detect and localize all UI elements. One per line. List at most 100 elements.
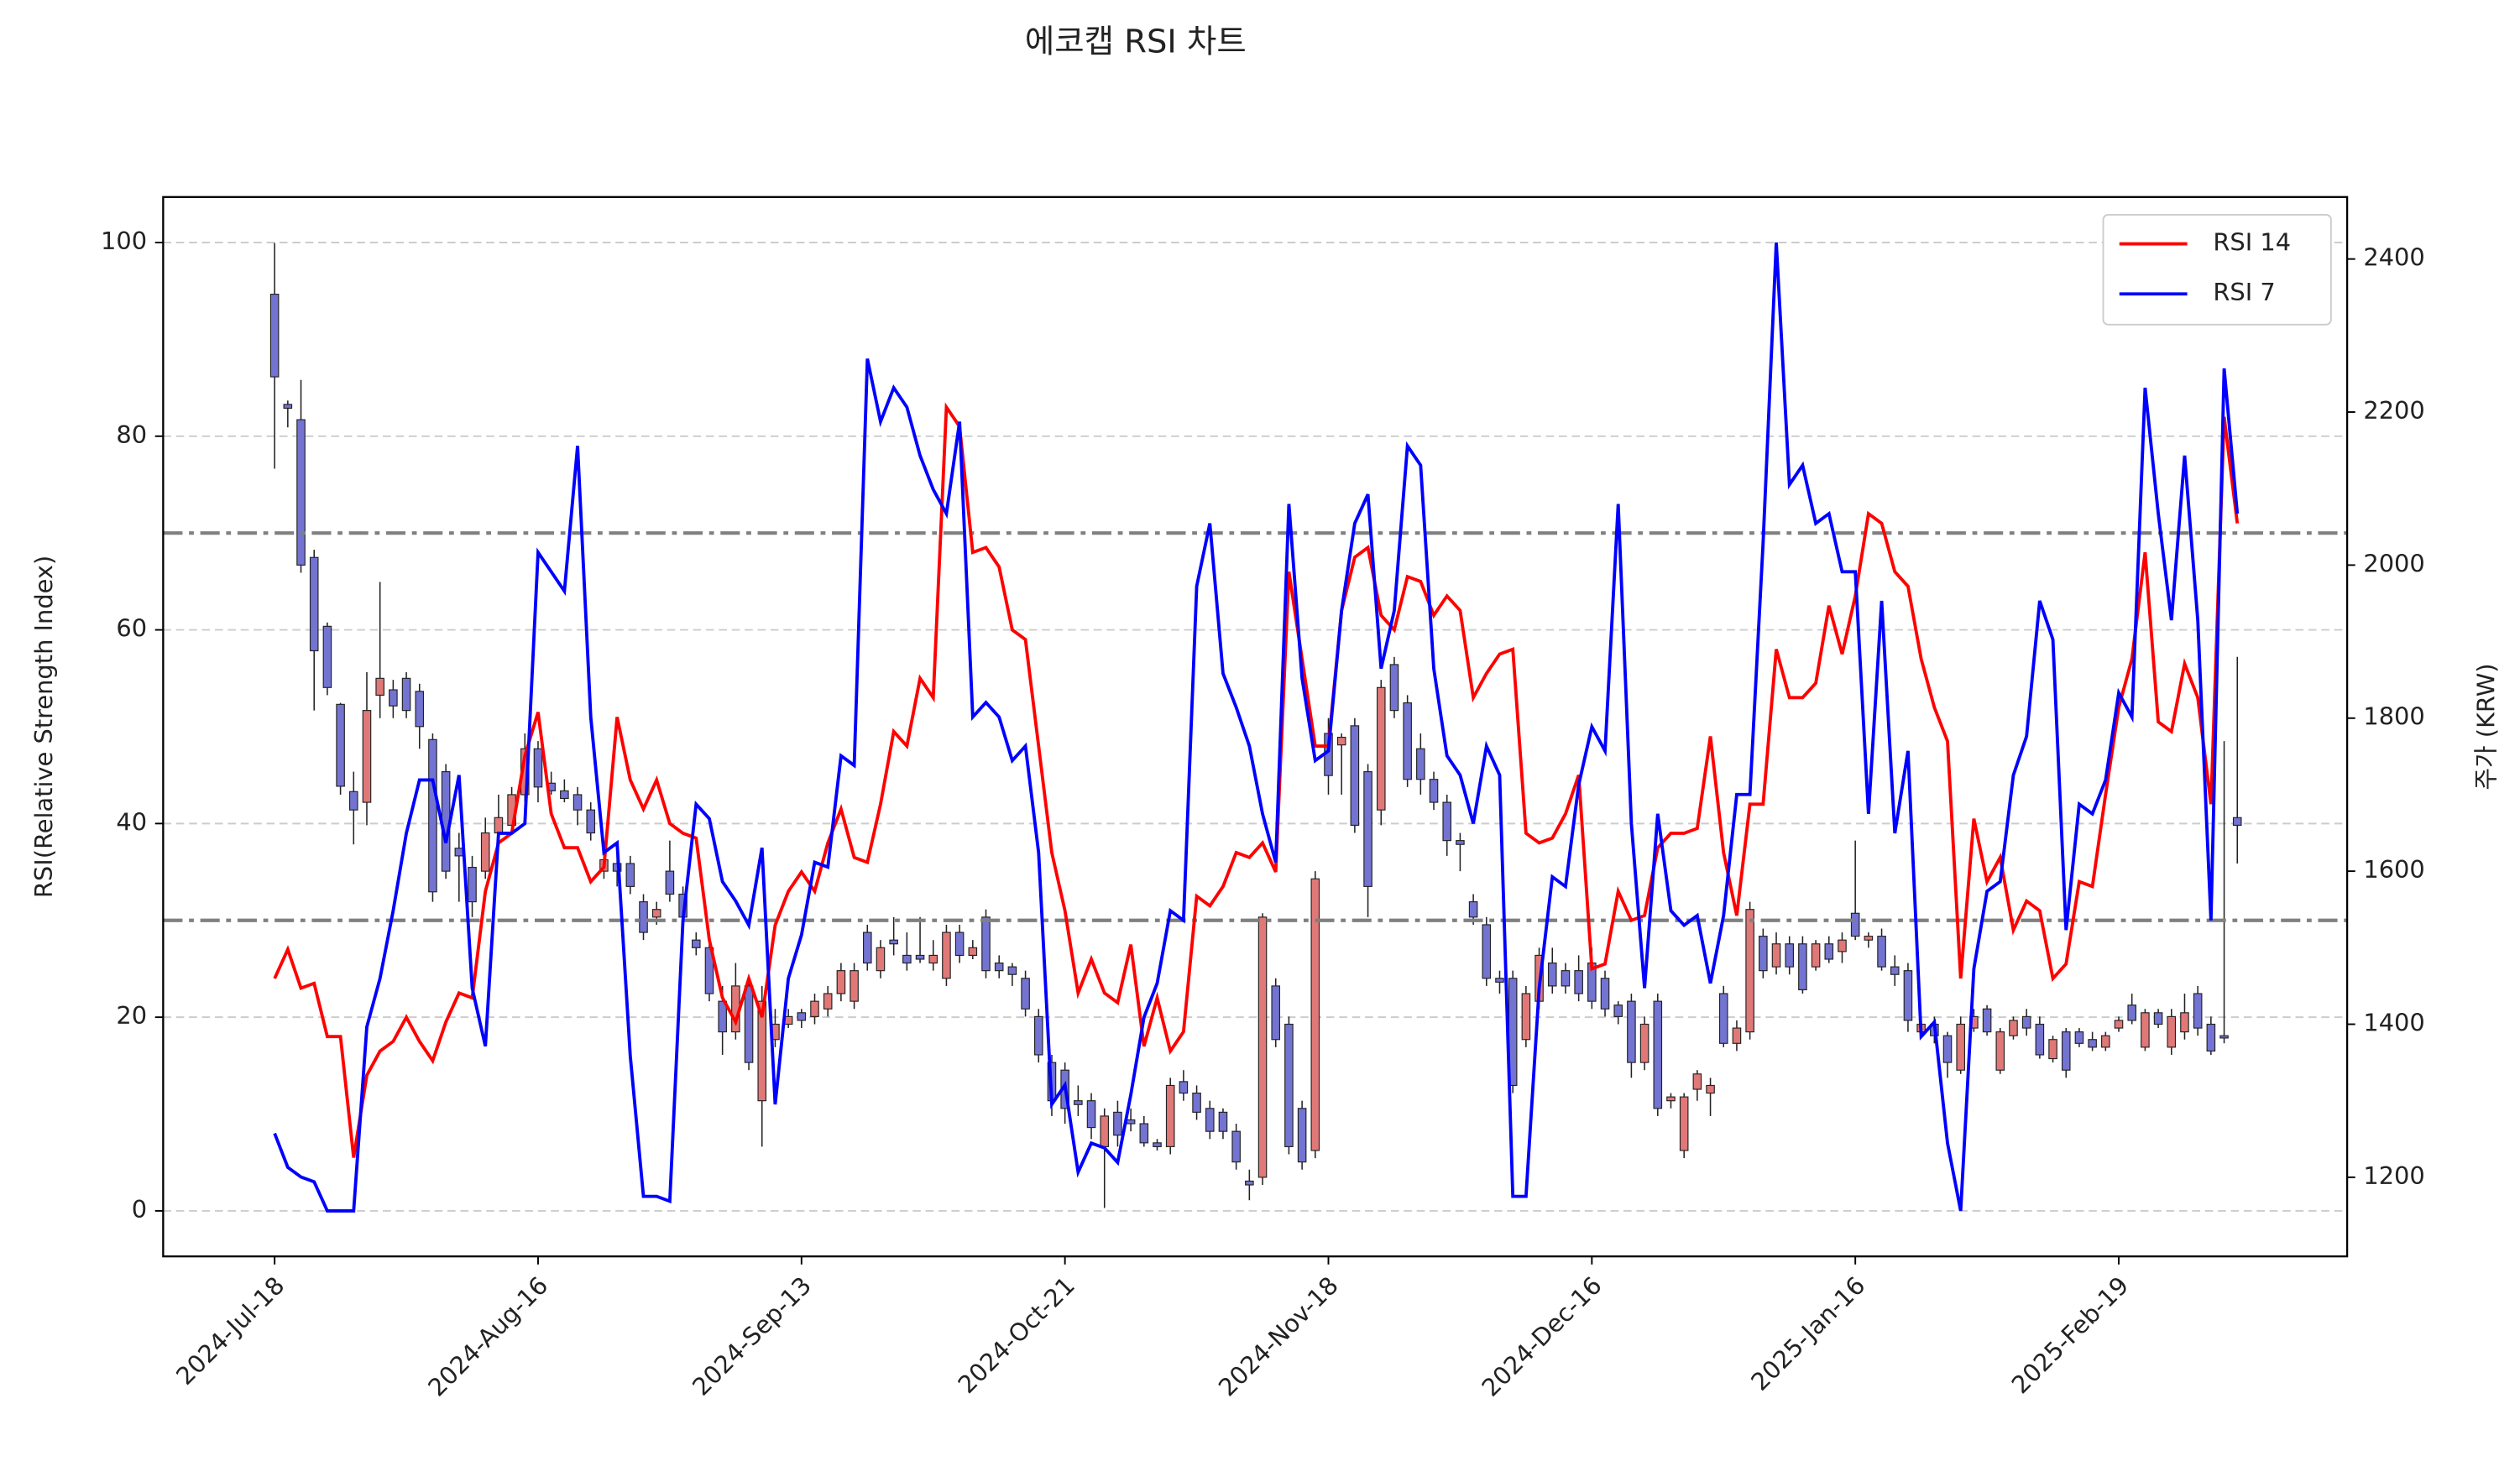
legend-label: RSI 14: [2213, 228, 2291, 257]
candle-body: [468, 866, 477, 903]
candle-body: [1482, 924, 1492, 979]
candle-body: [1245, 1180, 1254, 1186]
candle-body: [309, 556, 319, 652]
candle-body: [2101, 1035, 2110, 1048]
candle-body: [586, 809, 596, 834]
candle-body: [1653, 1000, 1663, 1109]
candle-body: [1429, 779, 1439, 803]
candle-body: [2153, 1012, 2163, 1025]
candle-body: [836, 970, 846, 994]
candle-body: [968, 947, 978, 957]
candle-body: [1416, 748, 1425, 780]
candle-body: [1442, 801, 1452, 842]
candle-body: [1639, 1023, 1650, 1063]
candle-body: [757, 1000, 767, 1102]
candle-body: [1100, 1115, 1110, 1147]
y2-tick-label: 1800: [2363, 702, 2424, 731]
candle-body: [296, 419, 306, 566]
candle-body: [1403, 702, 1412, 780]
candle-body: [718, 1000, 727, 1033]
candle-body: [994, 962, 1004, 972]
candle-body: [1153, 1142, 1162, 1147]
candle-body: [1257, 916, 1268, 1178]
candle-body: [1271, 985, 1281, 1041]
candle-body: [1218, 1111, 1228, 1132]
candle-body: [1086, 1100, 1096, 1129]
candle-body: [336, 703, 345, 787]
y2-axis-label: 주가 (KRW): [2472, 663, 2501, 790]
candle-body: [1297, 1108, 1307, 1163]
candle-body: [2035, 1023, 2045, 1056]
candle-body: [2009, 1020, 2018, 1036]
candle-body: [954, 931, 965, 957]
candle-body: [823, 993, 833, 1010]
candle-body: [1627, 1000, 1636, 1063]
candle-body: [389, 689, 398, 707]
candle-body: [1336, 736, 1346, 746]
candle-body: [942, 931, 951, 979]
candle-body: [1033, 1015, 1043, 1056]
candle-body: [902, 954, 912, 964]
candle-body: [1890, 966, 1900, 975]
y2-tick-label: 2200: [2363, 396, 2424, 425]
candle-body: [1903, 970, 1913, 1021]
candle-body: [1824, 943, 1834, 960]
candle-body: [349, 791, 358, 811]
candle-body: [2219, 1035, 2229, 1039]
candle-body: [1007, 966, 1017, 975]
candle-body: [454, 848, 464, 857]
candle-body: [691, 939, 701, 948]
candle-body: [2206, 1023, 2216, 1051]
candle-body: [1666, 1096, 1676, 1102]
candle-body: [1771, 943, 1781, 968]
y2-tick-label: 2400: [2363, 243, 2424, 272]
candle-body: [744, 985, 754, 1063]
candle-body: [1284, 1023, 1294, 1147]
candle-body: [1205, 1108, 1215, 1132]
candle-body: [1456, 840, 1465, 845]
candle-body: [2074, 1031, 2084, 1044]
chart-title: 에코캡 RSI 차트: [1025, 23, 1247, 60]
candle-body: [889, 939, 898, 945]
candle-body: [1139, 1123, 1149, 1144]
candle-body: [1706, 1084, 1715, 1094]
candle-body: [1942, 1035, 1953, 1063]
y-tick-label: 60: [116, 614, 147, 643]
candle-body: [625, 863, 635, 887]
candle-body: [1982, 1008, 1992, 1033]
candle-body: [862, 931, 872, 964]
y-tick-label: 100: [101, 227, 147, 255]
candle-body: [1113, 1111, 1122, 1136]
candle-body: [1376, 686, 1386, 811]
candle-body: [494, 817, 504, 834]
candle-body: [1718, 993, 1728, 1044]
candle-body: [572, 794, 583, 811]
candle-body: [322, 625, 332, 688]
candle-body: [1192, 1092, 1201, 1113]
candle-body: [2180, 1012, 2189, 1033]
candle-body: [1838, 939, 1847, 952]
candle-body: [1877, 936, 1886, 968]
candle-body: [1165, 1084, 1175, 1147]
y2-tick-label: 1600: [2363, 855, 2424, 884]
candle-body: [1561, 970, 1571, 987]
candle-body: [1785, 943, 1794, 968]
candle-body: [1864, 936, 1874, 941]
candle-body: [415, 691, 425, 728]
candle-body: [1850, 912, 1860, 937]
candle-body: [1310, 878, 1320, 1151]
candle-body: [639, 901, 648, 933]
candle-body: [1811, 943, 1821, 968]
candle-body: [850, 970, 859, 1002]
candle-body: [1600, 978, 1610, 1010]
candle-body: [810, 1000, 819, 1017]
y2-tick-label: 1400: [2363, 1009, 2424, 1037]
y2-tick-label: 1200: [2363, 1161, 2424, 1190]
candle-body: [2114, 1020, 2124, 1029]
candle-body: [915, 954, 925, 960]
candle-body: [375, 677, 384, 696]
legend-label: RSI 7: [2213, 278, 2275, 306]
candle-body: [1495, 978, 1504, 983]
candle-body: [981, 916, 991, 972]
y-tick-label: 40: [116, 807, 147, 836]
